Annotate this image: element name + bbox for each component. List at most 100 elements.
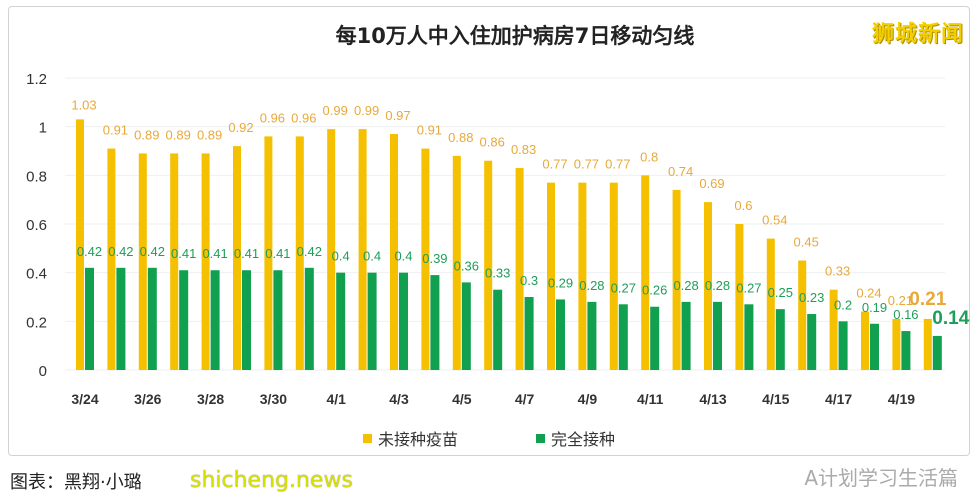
data-label: 0.89 — [166, 127, 191, 142]
bar-unvaccinated — [358, 129, 367, 370]
x-tick-label: 4/17 — [825, 391, 852, 407]
data-label: 0.29 — [548, 275, 573, 290]
data-label: 0.74 — [668, 164, 693, 179]
x-tick-label: 4/19 — [888, 391, 915, 407]
credit: 图表：黑翔·小璐 — [10, 472, 142, 493]
data-label: 0.77 — [542, 157, 567, 172]
bar-unvaccinated — [892, 318, 901, 370]
legend-item-vaccinated: 完全接种 — [536, 426, 615, 450]
data-label: 0.89 — [134, 127, 159, 142]
bar-unvaccinated — [201, 153, 210, 370]
bar-vaccinated — [838, 321, 848, 370]
bar-unvaccinated — [327, 129, 336, 370]
bar-unvaccinated — [829, 289, 838, 370]
x-tick-label: 4/3 — [389, 391, 409, 407]
data-label: 0.4 — [363, 249, 381, 264]
bar-vaccinated — [650, 306, 660, 370]
data-label: 0.96 — [260, 110, 285, 125]
data-label: 0.28 — [579, 278, 604, 293]
y-tick-label: 1.2 — [26, 71, 47, 88]
bar-unvaccinated — [861, 311, 869, 370]
y-tick-label: 0 — [39, 363, 47, 380]
bar-unvaccinated — [798, 260, 807, 370]
data-label: 0.86 — [480, 135, 505, 150]
data-label: 0.36 — [454, 258, 479, 273]
bar-unvaccinated — [264, 136, 273, 370]
bar-vaccinated — [242, 270, 251, 370]
data-label: 0.83 — [511, 142, 536, 157]
data-label: 0.88 — [448, 130, 473, 145]
bar-vaccinated — [116, 267, 126, 370]
data-label: 1.03 — [71, 97, 96, 112]
bar-vaccinated — [336, 272, 346, 370]
data-label: 0.2 — [834, 297, 852, 312]
bar-vaccinated — [775, 309, 785, 370]
data-label: 0.41 — [202, 246, 227, 261]
bar-unvaccinated — [452, 155, 461, 370]
data-label: 0.39 — [422, 251, 447, 266]
data-label: 0.8 — [640, 149, 658, 164]
x-tick-label: 4/1 — [326, 391, 346, 407]
bar-vaccinated — [618, 304, 628, 370]
data-label: 0.3 — [520, 273, 538, 288]
bar-vaccinated — [85, 267, 94, 370]
data-label: 0.23 — [799, 290, 824, 305]
data-label: 0.42 — [108, 244, 133, 259]
bar-vaccinated — [932, 335, 942, 370]
y-tick-label: 0.6 — [26, 217, 47, 234]
x-tick-label: 3/26 — [134, 391, 161, 407]
x-tick-label: 3/24 — [71, 391, 98, 407]
data-label: 0.6 — [734, 198, 752, 213]
x-tick-label: 4/13 — [699, 391, 726, 407]
data-label: 0.27 — [611, 280, 636, 295]
data-label: 0.54 — [762, 213, 787, 228]
data-label: 0.16 — [893, 307, 918, 322]
bar-vaccinated — [273, 270, 283, 370]
y-tick-label: 0.4 — [26, 266, 47, 283]
bar-vaccinated — [807, 314, 817, 370]
x-tick-label: 4/9 — [578, 391, 598, 407]
data-label: 0.28 — [673, 278, 698, 293]
bar-vaccinated — [461, 282, 471, 370]
data-label: 0.42 — [140, 244, 165, 259]
data-label: 0.24 — [856, 286, 881, 301]
data-label: 0.4 — [332, 249, 350, 264]
bar-vaccinated — [556, 299, 565, 370]
chart-frame — [8, 6, 970, 456]
data-label: 0.14 — [932, 308, 969, 329]
bar-vaccinated — [179, 270, 189, 370]
x-tick-label: 3/28 — [197, 391, 224, 407]
data-label: 0.19 — [862, 300, 887, 315]
bar-vaccinated — [681, 301, 691, 370]
bar-unvaccinated — [735, 224, 744, 370]
bar-vaccinated — [399, 272, 408, 370]
legend-label: 未接种疫苗 — [378, 430, 459, 449]
data-label: 0.77 — [605, 157, 630, 172]
data-label: 0.99 — [323, 103, 348, 118]
y-tick-label: 0.2 — [26, 314, 47, 331]
data-label: 0.45 — [794, 235, 819, 250]
bar-vaccinated — [493, 289, 503, 370]
legend-item-unvaccinated: 未接种疫苗 — [363, 426, 458, 450]
x-tick-label: 3/30 — [260, 391, 287, 407]
bar-unvaccinated — [547, 182, 555, 370]
legend-swatch — [363, 433, 372, 443]
data-label: 0.21 — [888, 293, 913, 308]
chart-title: 每10万人中入住加护病房7日移动匀线 — [335, 24, 695, 48]
bar-unvaccinated — [76, 119, 84, 370]
bar-unvaccinated — [515, 168, 524, 370]
legend-swatch — [536, 433, 545, 443]
bar-vaccinated — [587, 301, 597, 370]
bar-unvaccinated — [484, 160, 493, 370]
bar-unvaccinated — [233, 146, 241, 370]
data-label: 0.41 — [171, 246, 196, 261]
bar-unvaccinated — [390, 133, 398, 370]
bar-vaccinated — [870, 323, 879, 370]
data-label: 0.42 — [297, 244, 322, 259]
data-label: 0.33 — [825, 264, 850, 279]
data-label: 0.89 — [197, 127, 222, 142]
bar-vaccinated — [210, 270, 220, 370]
data-label: 0.26 — [642, 283, 667, 298]
bar-unvaccinated — [672, 189, 681, 370]
